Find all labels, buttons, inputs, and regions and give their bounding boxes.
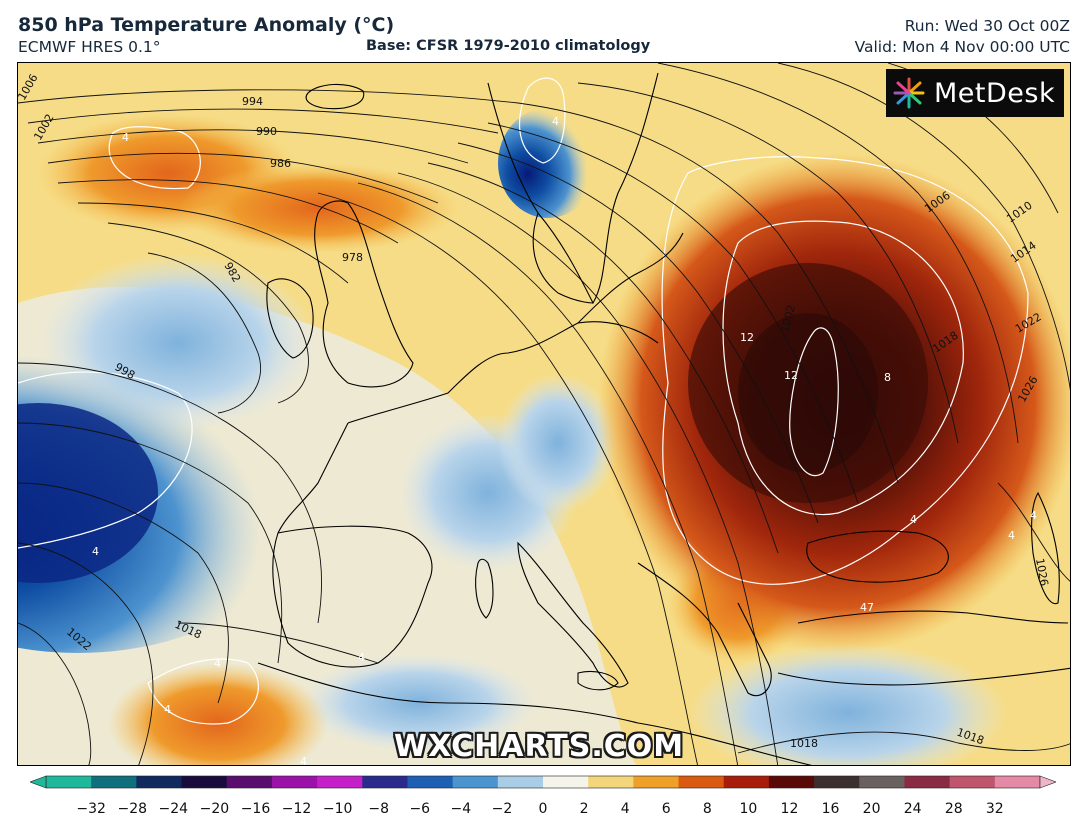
anomaly-label: 4 xyxy=(122,131,129,144)
anomaly-label: 47 xyxy=(860,601,874,614)
isobar-label: 1026 xyxy=(1033,557,1051,587)
climatology-base: Base: CFSR 1979-2010 climatology xyxy=(366,38,651,54)
anomaly-label: 4 xyxy=(358,651,365,664)
colorbar-cell xyxy=(136,776,183,788)
isobar-label: 986 xyxy=(270,157,291,170)
colorbar-tick-label: 20 xyxy=(863,801,881,817)
colorbar-tick-label: −2 xyxy=(492,801,513,817)
anomaly-label: 4 xyxy=(300,755,307,766)
colorbar-cell xyxy=(633,776,680,788)
anomaly-label: 4 xyxy=(92,545,99,558)
colorbar-cell xyxy=(678,776,725,788)
colorbar-tick-label: −4 xyxy=(451,801,472,817)
colorbar-cell xyxy=(588,776,634,788)
colorbar-max-arrow xyxy=(1039,775,1057,789)
colorbar-cell xyxy=(362,776,408,788)
colorbar-tick-label: −6 xyxy=(409,801,430,817)
anomaly-label: 12 xyxy=(784,369,798,382)
anomaly-map: 1006 1002 994 990 986 982 978 998 1022 1… xyxy=(17,62,1071,766)
map-canvas: 1006 1002 994 990 986 982 978 998 1022 1… xyxy=(18,63,1070,766)
colorbar-cell xyxy=(768,776,815,788)
colorbar-min-arrow xyxy=(29,775,47,789)
anomaly-label: 4 xyxy=(164,703,171,716)
colorbar-cell xyxy=(91,776,137,788)
isobar-label: 978 xyxy=(342,251,363,264)
colorbar-cell xyxy=(407,776,454,788)
colorbar-tick-label: 8 xyxy=(703,801,712,817)
colorbar-cell xyxy=(814,776,860,788)
colorbar-tick-label: 6 xyxy=(662,801,671,817)
colorbar-cell xyxy=(949,776,996,788)
anomaly-label: 12 xyxy=(740,331,754,344)
anomaly-label: 8 xyxy=(884,371,891,384)
colorbar: −32 −28 −24 −20 −16 −12 −10 −8 −6 −4 −2 0 2 4 6 8 10 12 16… xyxy=(29,772,1057,832)
colorbar-tick-label: 32 xyxy=(986,801,1004,817)
colorbar-tick-label: −20 xyxy=(200,801,230,817)
isobar-label: 990 xyxy=(256,125,277,138)
colorbar-tick-label: −16 xyxy=(241,801,271,817)
colorbar-tick-label: 28 xyxy=(945,801,963,817)
colorbar-tick-label: −8 xyxy=(368,801,389,817)
colorbar-cell xyxy=(271,776,318,788)
colorbar-tick-label: −28 xyxy=(117,801,147,817)
metdesk-logo-text: MetDesk xyxy=(934,77,1056,109)
isobar-label: 1018 xyxy=(790,737,818,750)
run-time: Run: Wed 30 Oct 00Z xyxy=(904,17,1070,35)
colorbar-tick-label: 24 xyxy=(904,801,922,817)
anomaly-label: 4 xyxy=(910,513,917,526)
model-name: ECMWF HRES 0.1° xyxy=(18,38,161,56)
colorbar-cell xyxy=(904,776,951,788)
colorbar-cell xyxy=(226,776,273,788)
colorbar-cell xyxy=(181,776,228,788)
colorbar-tick-label: −32 xyxy=(76,801,106,817)
colorbar-tick-label: 12 xyxy=(781,801,799,817)
colorbar-cell xyxy=(452,776,499,788)
colorbar-tick-label: −12 xyxy=(282,801,312,817)
colorbar-cell xyxy=(46,776,92,788)
anomaly-label: 4 xyxy=(1030,509,1037,522)
anomaly-label: 4 xyxy=(1008,529,1015,542)
colorbar-tick-label: −24 xyxy=(159,801,189,817)
anomaly-label: 4 xyxy=(214,657,221,670)
colorbar-tick-label: 2 xyxy=(580,801,589,817)
colorbar-cell xyxy=(497,776,544,788)
colorbar-tick-label: 0 xyxy=(539,801,548,817)
valid-time: Valid: Mon 4 Nov 00:00 UTC xyxy=(854,38,1070,56)
colorbar-tick-label: −10 xyxy=(323,801,353,817)
metdesk-logo-icon xyxy=(893,77,925,109)
isobar-label: 994 xyxy=(242,95,263,108)
colorbar-cell xyxy=(723,776,770,788)
colorbar-cell xyxy=(859,776,905,788)
colorbar-cell xyxy=(317,776,363,788)
metdesk-logo: MetDesk xyxy=(886,69,1064,117)
colorbar-tick-label: 4 xyxy=(621,801,630,817)
chart-title: 850 hPa Temperature Anomaly (°C) xyxy=(18,14,395,36)
colorbar-cell xyxy=(994,776,1041,788)
colorbar-cell xyxy=(543,776,589,788)
colorbar-tick-label: 10 xyxy=(739,801,757,817)
colorbar-tick-label: 16 xyxy=(822,801,840,817)
colorbar-svg: −32 −28 −24 −20 −16 −12 −10 −8 −6 −4 −2 0 2 4 6 8 10 12 16… xyxy=(29,775,1057,817)
wxcharts-watermark: WXCHARTS.COM xyxy=(394,729,685,764)
anomaly-label: 4 xyxy=(552,115,559,128)
